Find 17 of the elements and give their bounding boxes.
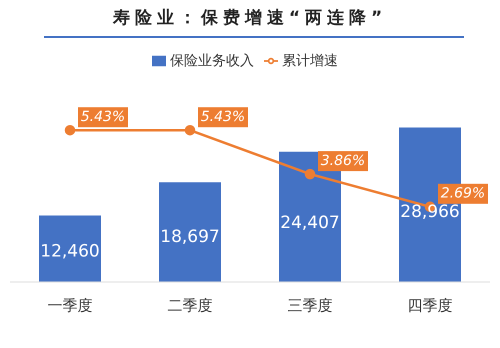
- chart-title: 寿险业：保费增速“两连降”: [112, 7, 388, 29]
- data-label: 18,697: [160, 226, 220, 247]
- legend-label: 累计增速: [282, 53, 338, 69]
- data-label: 28,966: [400, 202, 460, 222]
- data-label: 12,460: [40, 242, 100, 262]
- data-label: 24,407: [280, 213, 340, 234]
- x-tick-label: 一季度: [48, 296, 92, 315]
- data-label: 5.43%: [200, 109, 246, 126]
- data-label: 3.86%: [320, 152, 366, 169]
- x-tick-label: 四季度: [408, 296, 452, 315]
- x-tick-label: 二季度: [168, 296, 212, 315]
- legend-label: 保险业务收入: [170, 53, 254, 69]
- bar: [39, 216, 101, 282]
- bar: [159, 182, 221, 282]
- data-label: 2.69%: [440, 186, 486, 202]
- data-label: 5.43%: [80, 109, 126, 126]
- x-tick-label: 三季度: [288, 296, 332, 315]
